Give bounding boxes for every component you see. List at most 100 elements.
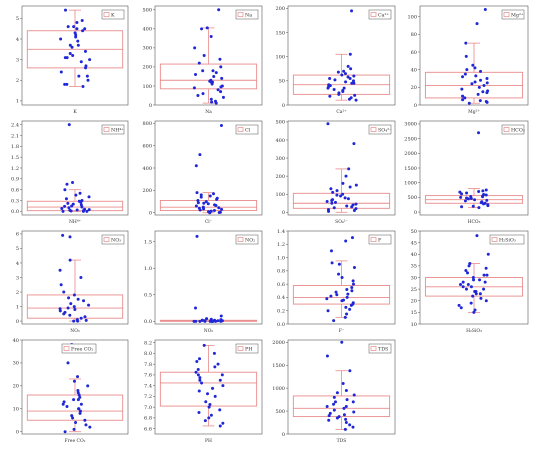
y-tick-label: 0	[16, 319, 19, 325]
x-axis-label: Ca²⁺	[336, 109, 347, 115]
legend: Free CO₂	[61, 343, 97, 354]
data-point	[351, 279, 355, 283]
data-point	[329, 187, 333, 191]
data-point	[463, 72, 467, 76]
legend-box	[501, 9, 525, 20]
data-point	[325, 297, 329, 301]
data-point	[479, 69, 483, 73]
data-point	[84, 318, 88, 322]
data-point	[219, 90, 223, 94]
data-point	[341, 382, 345, 386]
data-point	[335, 391, 339, 395]
y-tick-label: 40	[13, 338, 19, 344]
data-point	[340, 73, 344, 77]
data-point	[202, 201, 206, 205]
data-point	[466, 197, 470, 201]
data-point	[477, 206, 481, 210]
y-tick-label: 1.0	[277, 255, 285, 261]
data-point	[76, 43, 80, 47]
panel-9: 0 1 2 3 4 5 6 NO₃ NO₃	[16, 230, 129, 334]
data-point	[484, 193, 488, 197]
data-point	[202, 207, 206, 211]
data-point	[209, 97, 213, 101]
data-point	[66, 361, 70, 365]
y-tick-label: 1.2	[11, 166, 19, 172]
data-point	[80, 205, 84, 209]
data-point	[74, 193, 78, 197]
data-point	[62, 400, 66, 404]
data-point	[469, 301, 473, 305]
data-point	[198, 208, 202, 212]
data-point	[464, 41, 468, 45]
data-point	[196, 373, 200, 377]
y-tick-label: 500	[275, 120, 285, 126]
y-tick-label: 35	[411, 264, 417, 270]
y-tick-label: 1.2	[277, 242, 285, 248]
data-point	[342, 406, 346, 410]
data-point	[201, 92, 205, 96]
data-point	[63, 430, 67, 434]
data-point	[351, 282, 355, 286]
legend: K	[101, 9, 125, 20]
iqr-box	[159, 200, 258, 211]
data-point	[214, 101, 218, 105]
data-point	[333, 400, 337, 404]
data-point	[466, 271, 470, 275]
data-point	[195, 191, 199, 195]
y-tick-label: 400	[275, 138, 285, 144]
x-axis-label: PH	[205, 438, 212, 444]
data-point	[74, 421, 78, 425]
legend-label: Ca²⁺	[378, 13, 389, 19]
data-point	[78, 395, 82, 399]
legend-box	[368, 234, 392, 245]
plot-frame	[287, 339, 396, 435]
data-point	[72, 379, 76, 383]
data-point	[72, 305, 76, 309]
legend-label: PH	[245, 347, 252, 353]
y-tick-label: 40	[411, 67, 417, 73]
y-tick-label: 0.9	[11, 177, 19, 183]
data-point	[71, 416, 75, 420]
data-point	[485, 198, 489, 202]
legend-label: Free CO₂	[71, 347, 93, 353]
data-point	[347, 167, 351, 171]
data-point	[472, 310, 476, 314]
data-point	[332, 402, 336, 406]
data-point	[471, 204, 475, 208]
y-tick-label: 0.4	[277, 295, 285, 301]
data-point	[342, 69, 346, 73]
data-point	[194, 204, 198, 208]
data-point	[477, 190, 481, 193]
data-point	[461, 94, 465, 98]
y-tick-label: 4	[16, 37, 19, 43]
data-point	[195, 234, 199, 238]
data-point	[467, 264, 471, 268]
data-point	[208, 194, 212, 198]
y-tick-label: 8.0	[144, 351, 152, 357]
data-point	[63, 82, 67, 86]
data-point	[210, 100, 214, 104]
data-point	[200, 318, 204, 322]
x-axis-label: H₂SiO₃	[466, 328, 482, 334]
data-point	[200, 381, 204, 385]
y-tick-label: 0.8	[277, 269, 285, 275]
legend-label: HCO₃	[511, 128, 525, 134]
data-point	[221, 95, 225, 99]
data-point	[202, 343, 206, 347]
data-point	[351, 400, 355, 404]
plot-frame	[21, 339, 129, 435]
legend-swatch	[370, 346, 377, 351]
legend-box	[235, 234, 259, 245]
data-point	[484, 299, 488, 303]
data-point	[352, 81, 356, 85]
data-point	[470, 82, 474, 86]
legend: H₂SiO₃	[489, 234, 525, 245]
y-tick-label: 2000	[404, 151, 417, 157]
data-point	[82, 299, 86, 303]
panel-2: 0 100 200 300 400 500 Na Na	[142, 5, 263, 115]
data-point	[460, 192, 464, 196]
data-point	[83, 49, 87, 53]
y-tick-label: 100	[407, 14, 417, 20]
plot-frame	[419, 5, 529, 106]
y-tick-label: 0	[16, 430, 19, 436]
